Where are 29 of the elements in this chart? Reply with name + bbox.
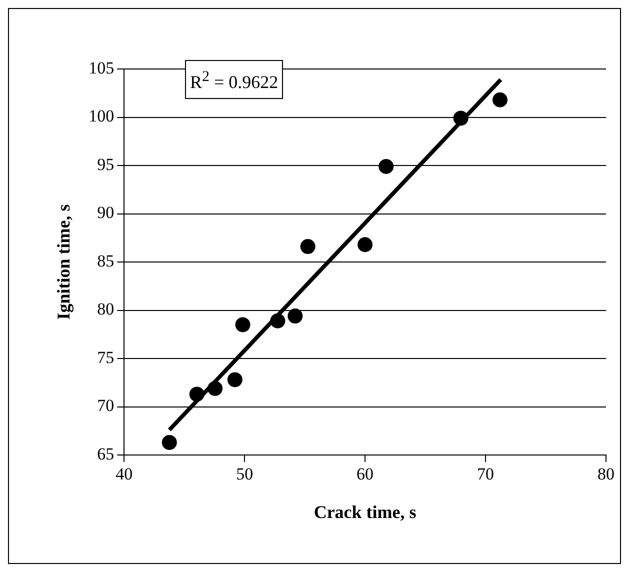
y-tick-label: 85 [97,251,114,270]
point [270,313,286,328]
point [300,239,316,254]
x-tick-label: 50 [236,464,254,484]
y-tick-label: 90 [97,203,114,222]
point [358,237,373,252]
x-axis-title: Crack time, s [314,502,416,522]
point [288,308,303,324]
y-tick-label: 105 [88,58,114,78]
x-tick-label: 70 [477,464,494,484]
y-tick-label: 70 [97,396,114,416]
point [235,317,250,332]
point [189,386,204,402]
point [208,380,223,396]
y-tick-label: 95 [97,154,114,174]
y-axis-title: Ignition time, s [53,204,74,320]
x-tick-label: 60 [356,464,374,484]
y-tick-label: 100 [88,106,114,126]
y-tick-label: 80 [97,300,114,319]
point [492,92,508,108]
x-tick-label: 40 [116,464,133,484]
point [453,110,468,126]
y-tick-label: 75 [97,348,114,367]
annotation: R$^{2}$ = 0.9622 [185,60,284,99]
point [162,434,177,450]
point [227,372,242,388]
y-tick-label: 65 [97,444,114,464]
x-tick-label: 80 [598,464,614,484]
point [378,158,394,174]
